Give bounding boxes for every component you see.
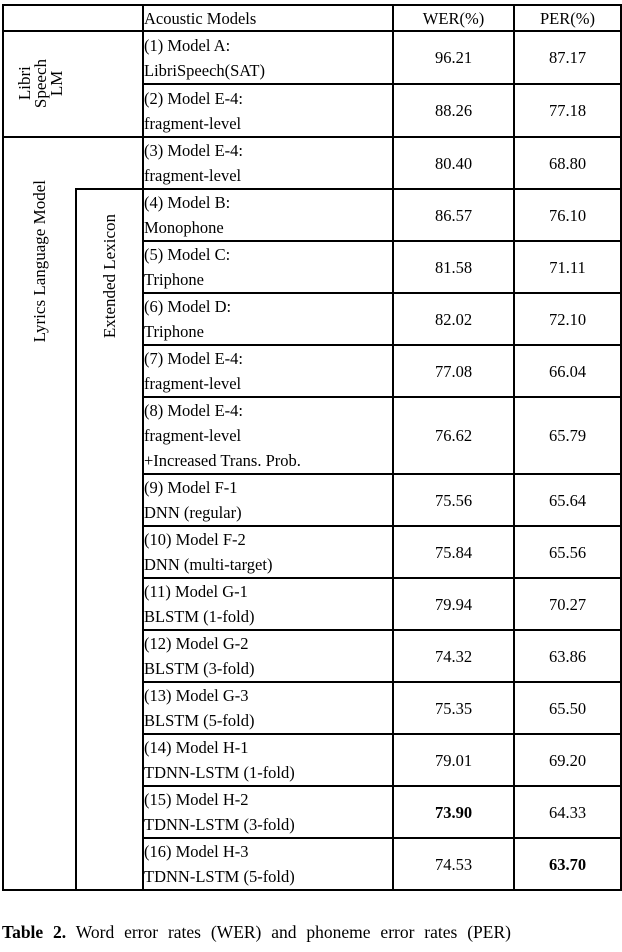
model-name-cell: (5) Model C: Triphone: [142, 240, 394, 294]
per-value: 76.10: [513, 188, 622, 242]
model-name-cell: (11) Model G-1 BLSTM (1-fold): [142, 577, 394, 631]
model-name-cell: (6) Model D: Triphone: [142, 292, 394, 346]
table-row: (16) Model H-3 TDNN-LSTM (5-fold) 74.53 …: [3, 837, 622, 891]
wer-value: 81.58: [392, 240, 515, 294]
wer-value: 75.56: [392, 473, 515, 527]
wer-value: 76.62: [392, 396, 515, 475]
wer-value: 79.01: [392, 733, 515, 787]
table-row: (10) Model F-2 DNN (multi-target) 75.84 …: [3, 525, 622, 579]
per-value: 69.20: [513, 733, 622, 787]
per-value: 64.33: [513, 785, 622, 839]
wer-value: 74.53: [392, 837, 515, 891]
table-caption: Table 2. Word error rates (WER) and phon…: [2, 921, 620, 943]
results-table: Acoustic Models WER(%) PER(%) Libri Spee…: [2, 4, 622, 891]
model-name-cell: (3) Model E-4: fragment-level: [142, 136, 394, 190]
model-name-cell: (1) Model A: LibriSpeech(SAT): [142, 30, 394, 85]
table-row: (2) Model E-4: fragment-level 88.26 77.1…: [3, 83, 622, 138]
table-row: (13) Model G-3 BLSTM (5-fold) 75.35 65.5…: [3, 681, 622, 735]
group-label-lyrics-language-model: Lyrics Language Model: [2, 136, 76, 891]
wer-value: 82.02: [392, 292, 515, 346]
model-name-cell: (10) Model F-2 DNN (multi-target): [142, 525, 394, 579]
table-row: (6) Model D: Triphone 82.02 72.10: [3, 292, 622, 346]
table-row: (15) Model H-2 TDNN-LSTM (3-fold) 73.90 …: [3, 785, 622, 839]
wer-value: 86.57: [392, 188, 515, 242]
wer-value: 88.26: [392, 83, 515, 138]
model-name-cell: (7) Model E-4: fragment-level: [142, 344, 394, 398]
model-name-cell: (14) Model H-1 TDNN-LSTM (1-fold): [142, 733, 394, 787]
table-row: (5) Model C: Triphone 81.58 71.11: [3, 240, 622, 294]
table-row: (14) Model H-1 TDNN-LSTM (1-fold) 79.01 …: [3, 733, 622, 787]
rotated-label-lyrics-language-model: Lyrics Language Model: [29, 180, 49, 343]
wer-value: 75.35: [392, 681, 515, 735]
per-value: 68.80: [513, 136, 622, 190]
model-name-cell: (13) Model G-3 BLSTM (5-fold): [142, 681, 394, 735]
group-label-extended-lexicon: Extended Lexicon: [75, 188, 144, 891]
rotated-label-libri-speech-lm: Libri Speech LM: [14, 59, 66, 109]
rotated-label-extended-lexicon: Extended Lexicon: [99, 214, 119, 339]
per-value: 65.50: [513, 681, 622, 735]
model-name-cell: (2) Model E-4: fragment-level: [142, 83, 394, 138]
wer-value: 73.90: [392, 785, 515, 839]
table-row: Libri Speech LM (1) Model A: LibriSpeech…: [2, 30, 622, 138]
per-value: 63.70: [513, 837, 622, 891]
wer-value: 75.84: [392, 525, 515, 579]
model-name-cell: (9) Model F-1 DNN (regular): [142, 473, 394, 527]
per-value: 77.18: [513, 83, 622, 138]
wer-value: 80.40: [392, 136, 515, 190]
group-label-librispeech-lm: Libri Speech LM: [2, 30, 144, 138]
model-name-cell: (12) Model G-2 BLSTM (3-fold): [142, 629, 394, 683]
per-value: 65.64: [513, 473, 622, 527]
per-value: 63.86: [513, 629, 622, 683]
table-row: Extended Lexicon (4) Model B: Monophone …: [3, 188, 622, 891]
table-row: (12) Model G-2 BLSTM (3-fold) 74.32 63.8…: [3, 629, 622, 683]
per-value: 71.11: [513, 240, 622, 294]
model-name-cell: (15) Model H-2 TDNN-LSTM (3-fold): [142, 785, 394, 839]
header-wer: WER(%): [392, 4, 515, 32]
model-name-cell: (8) Model E-4: fragment-level +Increased…: [142, 396, 394, 475]
model-name-cell: (16) Model H-3 TDNN-LSTM (5-fold): [142, 837, 394, 891]
caption-text: Word error rates (WER) and phoneme error…: [75, 922, 511, 942]
per-value: 65.56: [513, 525, 622, 579]
table-row: (7) Model E-4: fragment-level 77.08 66.0…: [3, 344, 622, 398]
table-row: Lyrics Language Model (3) Model E-4: fra…: [2, 136, 622, 891]
per-value: 66.04: [513, 344, 622, 398]
header-corner-cell: [2, 4, 144, 32]
table-row: (8) Model E-4: fragment-level +Increased…: [3, 396, 622, 475]
table-row: (11) Model G-1 BLSTM (1-fold) 79.94 70.2…: [3, 577, 622, 631]
wer-value: 96.21: [392, 30, 515, 85]
merged-filler-cell: [76, 136, 144, 189]
model-name-cell: (4) Model B: Monophone: [142, 188, 394, 242]
per-value: 72.10: [513, 292, 622, 346]
per-value: 65.79: [513, 396, 622, 475]
header-per: PER(%): [513, 4, 622, 32]
wer-value: 79.94: [392, 577, 515, 631]
header-acoustic-models: Acoustic Models: [142, 4, 394, 32]
per-value: 70.27: [513, 577, 622, 631]
wer-value: 74.32: [392, 629, 515, 683]
table-row: (9) Model F-1 DNN (regular) 75.56 65.64: [3, 473, 622, 527]
wer-value: 77.08: [392, 344, 515, 398]
per-value: 87.17: [513, 30, 622, 85]
table-header-row: Acoustic Models WER(%) PER(%): [2, 4, 622, 32]
caption-label: Table 2.: [2, 922, 67, 942]
